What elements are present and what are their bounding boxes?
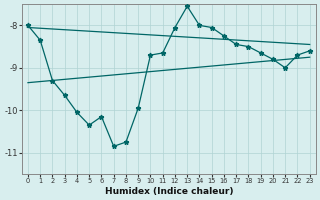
X-axis label: Humidex (Indice chaleur): Humidex (Indice chaleur) [105,187,233,196]
